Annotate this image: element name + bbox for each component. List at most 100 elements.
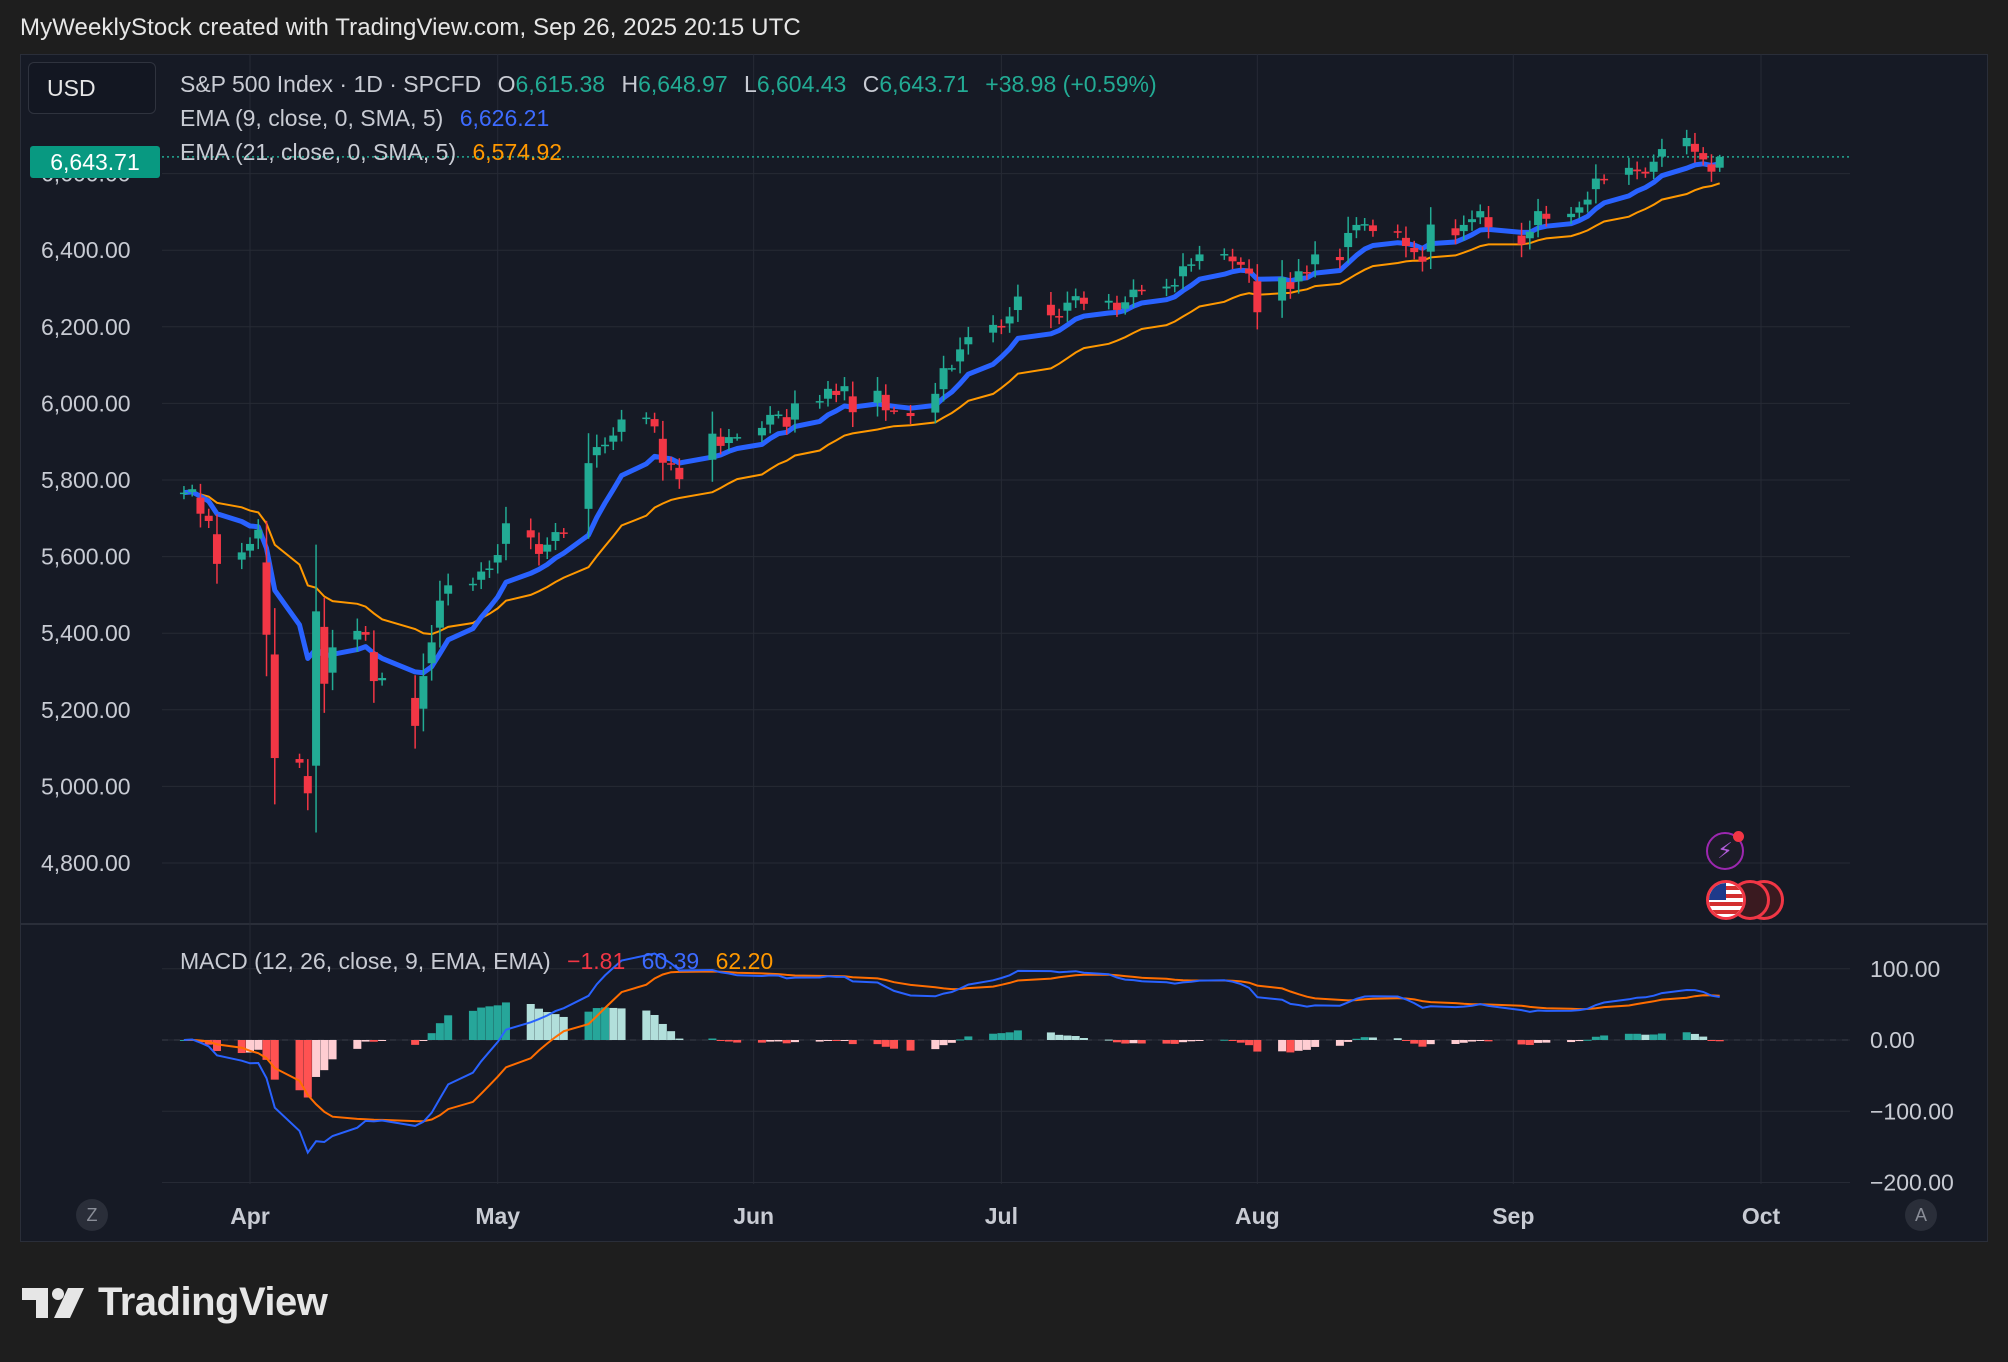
low-value: 6,604.43: [756, 71, 847, 97]
candle-body: [1633, 169, 1642, 172]
candle-body: [1112, 302, 1121, 310]
macd-histogram-bar: [733, 1040, 742, 1043]
candle-body: [823, 388, 832, 399]
x-tick-label: May: [475, 1203, 520, 1229]
macd-histogram-bar: [1170, 1040, 1179, 1044]
macd-line-path: [183, 952, 1720, 1155]
macd-histogram-bar: [1591, 1036, 1600, 1040]
candle-body: [196, 497, 205, 514]
chart-attribution: MyWeeklyStock created with TradingView.c…: [20, 14, 801, 41]
macd-histogram-bar: [303, 1040, 312, 1098]
macd-histogram-bar: [1657, 1033, 1666, 1040]
macd-histogram-bar: [1129, 1040, 1138, 1044]
change-value: +38.98 (+0.59%): [985, 71, 1157, 97]
y-tick-label: 6,200.00: [41, 314, 131, 340]
macd-histogram-bar: [468, 1010, 477, 1040]
candle-body: [1195, 254, 1204, 262]
candle-body: [237, 552, 246, 560]
candle-body: [1657, 149, 1666, 157]
high-label: H: [621, 71, 639, 97]
candle-body: [320, 626, 329, 684]
candle-body: [1055, 316, 1064, 318]
candle-body: [890, 410, 899, 412]
symbol-legend: S&P 500 Index · 1D · SPCFD O6,615.38 H6,…: [180, 71, 1157, 98]
chart-panel[interactable]: [20, 54, 1988, 1242]
candle-body: [1129, 289, 1138, 298]
candle-body: [526, 530, 535, 538]
candle-body: [906, 413, 915, 417]
macd-y-tick-label: 100.00: [1870, 956, 1940, 982]
candle-body: [1517, 235, 1526, 245]
symbol-title[interactable]: S&P 500 Index · 1D · SPCFD: [180, 71, 482, 97]
us-flag-event-icon[interactable]: [1706, 880, 1746, 920]
macd-histogram-bar: [485, 1006, 494, 1040]
macd-histogram-bar: [617, 1008, 626, 1040]
auto-scale-button[interactable]: A: [1905, 1199, 1937, 1231]
zoom-button[interactable]: Z: [76, 1199, 108, 1231]
macd-histogram-bar: [543, 1012, 552, 1040]
candle-body: [1459, 224, 1468, 232]
candle-body: [1187, 264, 1196, 266]
macd-histogram-bar: [1344, 1040, 1353, 1042]
y-tick-label: 6,400.00: [41, 237, 131, 263]
macd-histogram-bar: [1368, 1037, 1377, 1040]
candle-body: [881, 394, 890, 411]
macd-histogram-bar: [1286, 1040, 1295, 1053]
candle-body: [1476, 211, 1485, 218]
macd-histogram-bar: [1476, 1040, 1485, 1041]
macd-histogram-bar: [1575, 1040, 1584, 1042]
macd-histogram-bar: [1360, 1037, 1369, 1040]
chart-grid: [20, 54, 1988, 1184]
macd-line-value: 60.39: [641, 948, 700, 974]
x-tick-label: Sep: [1492, 1203, 1534, 1229]
macd-histogram-bar: [1715, 1040, 1724, 1042]
macd-histogram-bar: [237, 1040, 246, 1054]
open-value: 6,615.38: [515, 71, 606, 97]
candle-body: [411, 697, 420, 726]
macd-histogram-bar: [493, 1005, 502, 1040]
high-value: 6,648.97: [638, 71, 728, 97]
candle-body: [947, 368, 956, 370]
candle-body: [1046, 304, 1055, 316]
macd-histogram-bar: [1187, 1040, 1196, 1042]
candle-body: [1418, 256, 1427, 262]
candle-body: [601, 444, 610, 447]
macd-histogram-bar: [477, 1007, 486, 1040]
currency-selector[interactable]: USD: [28, 62, 156, 114]
candle-body: [328, 647, 337, 673]
candle-body: [493, 555, 502, 563]
candle-body: [815, 401, 824, 403]
ema21-legend[interactable]: EMA (21, close, 0, SMA, 5) 6,574.92: [180, 139, 562, 166]
candle-body: [485, 568, 494, 571]
open-label: O: [497, 71, 516, 97]
macd-histogram-bar: [427, 1033, 436, 1040]
candle-body: [733, 437, 742, 439]
candle-body: [361, 632, 370, 635]
price-chart[interactable]: 4,800.00 5,000.00 5,200.00 5,400.00 5,600.00…: [20, 54, 1988, 1242]
macd-histogram-bar: [1104, 1039, 1113, 1041]
ema9-legend[interactable]: EMA (9, close, 0, SMA, 5) 6,626.21: [180, 105, 549, 132]
candle-body: [1575, 207, 1584, 213]
macd-histogram-bar: [1079, 1038, 1088, 1040]
candle-body: [1451, 228, 1460, 236]
candle-body: [1649, 161, 1658, 172]
macd-histogram-bar: [1137, 1040, 1146, 1044]
tradingview-logo[interactable]: TradingView: [22, 1280, 328, 1325]
candle-body: [964, 337, 973, 345]
ema21-line: [183, 182, 1721, 636]
candle-body: [1360, 224, 1369, 226]
close-value: 6,643.71: [879, 71, 969, 97]
x-tick-label: Apr: [230, 1203, 270, 1229]
macd-histogram-bar: [1418, 1040, 1427, 1047]
macd-histogram-bar: [411, 1040, 420, 1045]
candle-body: [642, 417, 651, 420]
us-flag-icon: [1709, 883, 1743, 917]
y-tick-label: 5,800.00: [41, 467, 131, 493]
macd-legend[interactable]: MACD (12, 26, close, 9, EMA, EMA) −1.81 …: [180, 948, 773, 975]
macd-histogram-bar: [931, 1040, 940, 1050]
macd-histogram-bar: [1401, 1040, 1410, 1041]
macd-histogram-bar: [1302, 1040, 1311, 1050]
macd-histogram-bar: [1707, 1040, 1716, 1041]
macd-histogram-bar: [444, 1015, 453, 1040]
candle-body: [427, 642, 436, 664]
